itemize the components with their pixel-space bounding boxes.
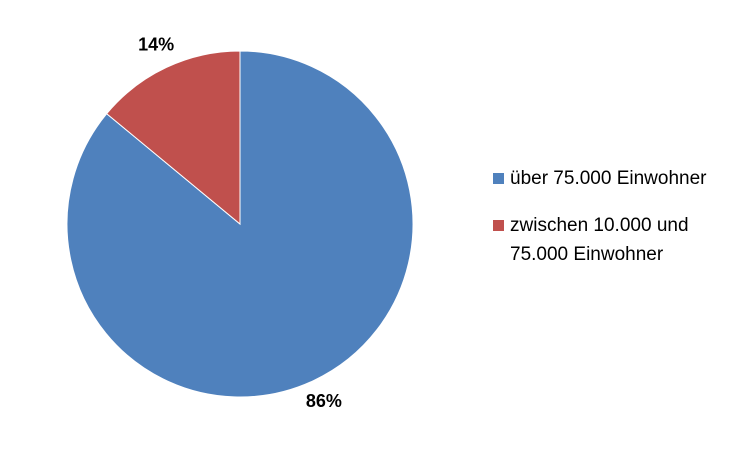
- legend-swatch-over-75000: [493, 173, 504, 184]
- legend-label-over-75000: über 75.000 Einwohner: [510, 168, 707, 189]
- legend-item-10000-to-75000: zwischen 10.000 und 75.000 Einwohner: [493, 211, 743, 269]
- legend: über 75.000 Einwohner zwischen 10.000 un…: [493, 164, 743, 269]
- legend-swatch-10000-to-75000: [493, 220, 504, 231]
- pie-slice-10000-to-75000: [105, 50, 241, 226]
- pie-data-labels: 86% 14%: [138, 34, 342, 411]
- pie-slices: [66, 50, 414, 398]
- legend-label-10000-to-75000: zwischen 10.000 und 75.000 Einwohner: [510, 215, 689, 265]
- pie-label-10000-to-75000: 14%: [138, 34, 174, 54]
- pie-label-over-75000: 86%: [306, 391, 342, 411]
- legend-item-over-75000: über 75.000 Einwohner: [493, 164, 743, 193]
